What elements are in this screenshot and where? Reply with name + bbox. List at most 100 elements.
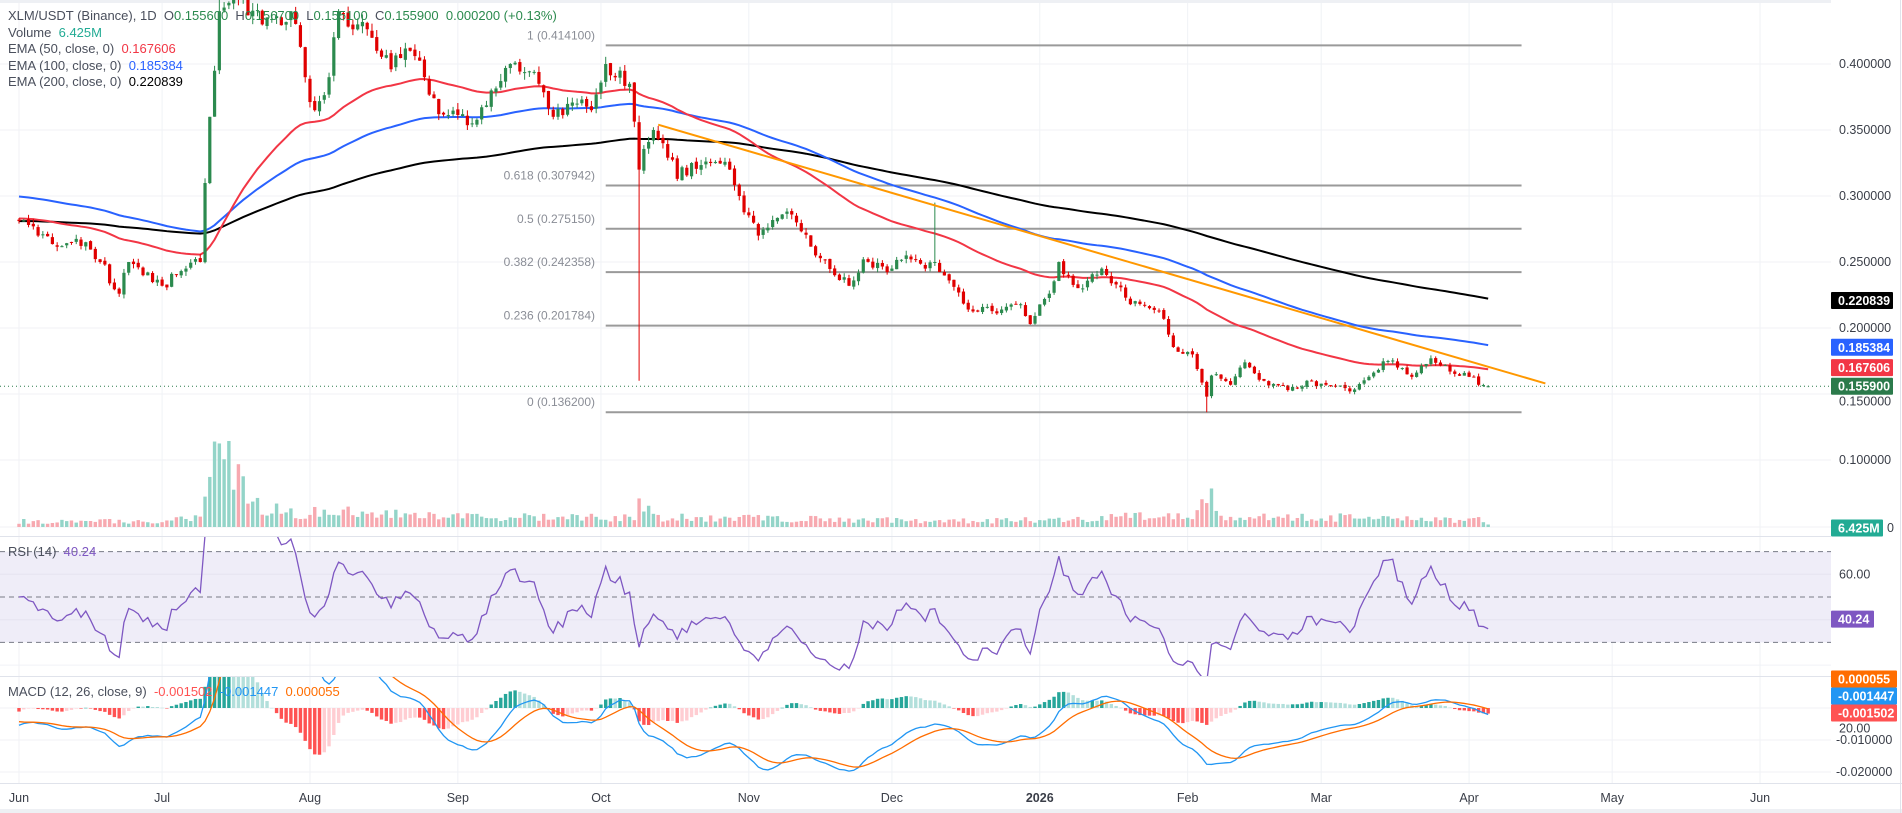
volume-bar xyxy=(1381,516,1385,527)
candle-body xyxy=(1419,365,1423,374)
descending-trendline[interactable] xyxy=(657,123,1546,385)
volume-bar xyxy=(17,523,21,527)
macd-histogram-bar xyxy=(737,708,741,710)
candle xyxy=(1286,384,1290,392)
volume-bar xyxy=(451,514,455,527)
candle xyxy=(184,265,188,276)
change-value: 0.000200 (+0.13%) xyxy=(445,8,557,23)
candle-body xyxy=(1147,306,1152,309)
volume-bar xyxy=(84,520,88,527)
candle-body xyxy=(84,242,88,247)
candle-body xyxy=(461,114,465,116)
ema50-legend[interactable]: EMA (50, close, 0) 0.167606 xyxy=(8,41,176,57)
candle xyxy=(1219,374,1223,382)
candle-body xyxy=(961,291,966,304)
volume-bar xyxy=(923,521,927,527)
candle xyxy=(527,70,531,77)
macd-histogram-bar xyxy=(136,706,140,708)
macd-histogram-bar xyxy=(503,693,508,708)
volume-bar xyxy=(1233,520,1238,527)
candle-body xyxy=(1186,351,1190,355)
volume-bar xyxy=(1319,518,1323,527)
volume-bar xyxy=(1243,519,1247,527)
volume-bar xyxy=(460,518,465,527)
candle xyxy=(1000,306,1004,316)
macd-histogram-bar xyxy=(1290,704,1295,708)
candle-body xyxy=(828,258,832,269)
close-value: 0.155900 xyxy=(384,8,439,23)
macd-histogram-bar xyxy=(1090,700,1094,708)
candle xyxy=(618,66,622,84)
rsi-legend[interactable]: RSI (14) 40.24 xyxy=(8,544,96,560)
macd-pane[interactable] xyxy=(17,535,1490,772)
candle xyxy=(713,160,718,164)
macd-histogram-bar xyxy=(88,708,93,709)
candle-body xyxy=(422,59,427,78)
candle-body xyxy=(389,53,393,70)
candle-body xyxy=(623,70,627,86)
volume-bar xyxy=(513,517,517,527)
volume-bar xyxy=(293,518,298,527)
candle xyxy=(1248,361,1252,369)
pane-separators[interactable] xyxy=(0,536,1902,813)
candle xyxy=(651,127,656,145)
volume-bar xyxy=(503,520,508,527)
fib-retracement[interactable]: 1 (0.414100) 0.618 (0.307942) 0.5 (0.27515… xyxy=(504,28,1522,414)
candle xyxy=(1262,378,1266,382)
rsi-pane[interactable] xyxy=(0,504,1831,681)
macd-histogram-bar xyxy=(685,708,689,721)
macd-histogram-bar xyxy=(966,708,970,716)
volume-bar xyxy=(1147,518,1152,527)
candle-body xyxy=(74,238,78,242)
candle xyxy=(489,88,493,112)
candle-body xyxy=(1066,274,1070,276)
macd-histogram-bar xyxy=(1362,703,1366,708)
candle-body xyxy=(1248,362,1252,368)
time-tick-label: 2026 xyxy=(1026,791,1054,805)
volume-legend[interactable]: Volume 6.425M xyxy=(8,25,102,41)
volume-bar xyxy=(852,522,856,527)
candle xyxy=(694,157,698,174)
symbol-legend[interactable]: XLM/USDT (Binance), 1D O0.155600 H0.1567… xyxy=(8,8,557,24)
ema200-legend[interactable]: EMA (200, close, 0) 0.220839 xyxy=(8,74,183,90)
macd-histogram-bar xyxy=(336,708,341,723)
macd-histogram-bar xyxy=(208,677,212,708)
candle-body xyxy=(1138,301,1142,304)
candle xyxy=(446,109,450,120)
candle-body xyxy=(809,235,813,247)
candle-body xyxy=(618,70,622,78)
candle xyxy=(1305,379,1309,389)
candle xyxy=(1477,373,1481,387)
candle-body xyxy=(1395,361,1400,368)
candle xyxy=(670,152,675,162)
candle xyxy=(1472,375,1476,378)
volume-bar xyxy=(1262,513,1266,527)
candle-body xyxy=(866,259,870,262)
candle xyxy=(427,75,431,97)
candle-body xyxy=(212,70,217,117)
drawings[interactable] xyxy=(0,123,1831,387)
macd-histogram-bar xyxy=(69,708,74,710)
macd-histogram-bar xyxy=(284,708,288,723)
ema100-legend[interactable]: EMA (100, close, 0) 0.185384 xyxy=(8,58,183,74)
volume-bar xyxy=(804,521,808,527)
candle-body xyxy=(451,110,455,115)
volume-bar xyxy=(670,518,675,527)
candle-body xyxy=(694,161,698,169)
volume-bar xyxy=(117,519,121,527)
candle-body xyxy=(193,259,198,262)
candle-body xyxy=(1348,388,1352,392)
volume-bar xyxy=(1219,515,1223,527)
volume-bar xyxy=(899,519,904,527)
volume-bar xyxy=(1276,516,1280,527)
candle xyxy=(60,245,64,248)
candle-body xyxy=(1262,378,1266,381)
time-axis[interactable]: Jun Jul Aug Sep Oct Nov Dec 2026 Feb Mar Apr May Jun xyxy=(9,791,1770,805)
volume-bar xyxy=(680,513,684,527)
macd-histogram-bar xyxy=(198,698,202,708)
macd-legend[interactable]: MACD (12, 26, close, 9) -0.001502 -0.001… xyxy=(8,684,340,700)
price-axis[interactable]: 0.220839 0.185384 0.167606 0.155900 6.425M 40… xyxy=(1831,0,1902,813)
macd-histogram-bar xyxy=(713,705,718,708)
